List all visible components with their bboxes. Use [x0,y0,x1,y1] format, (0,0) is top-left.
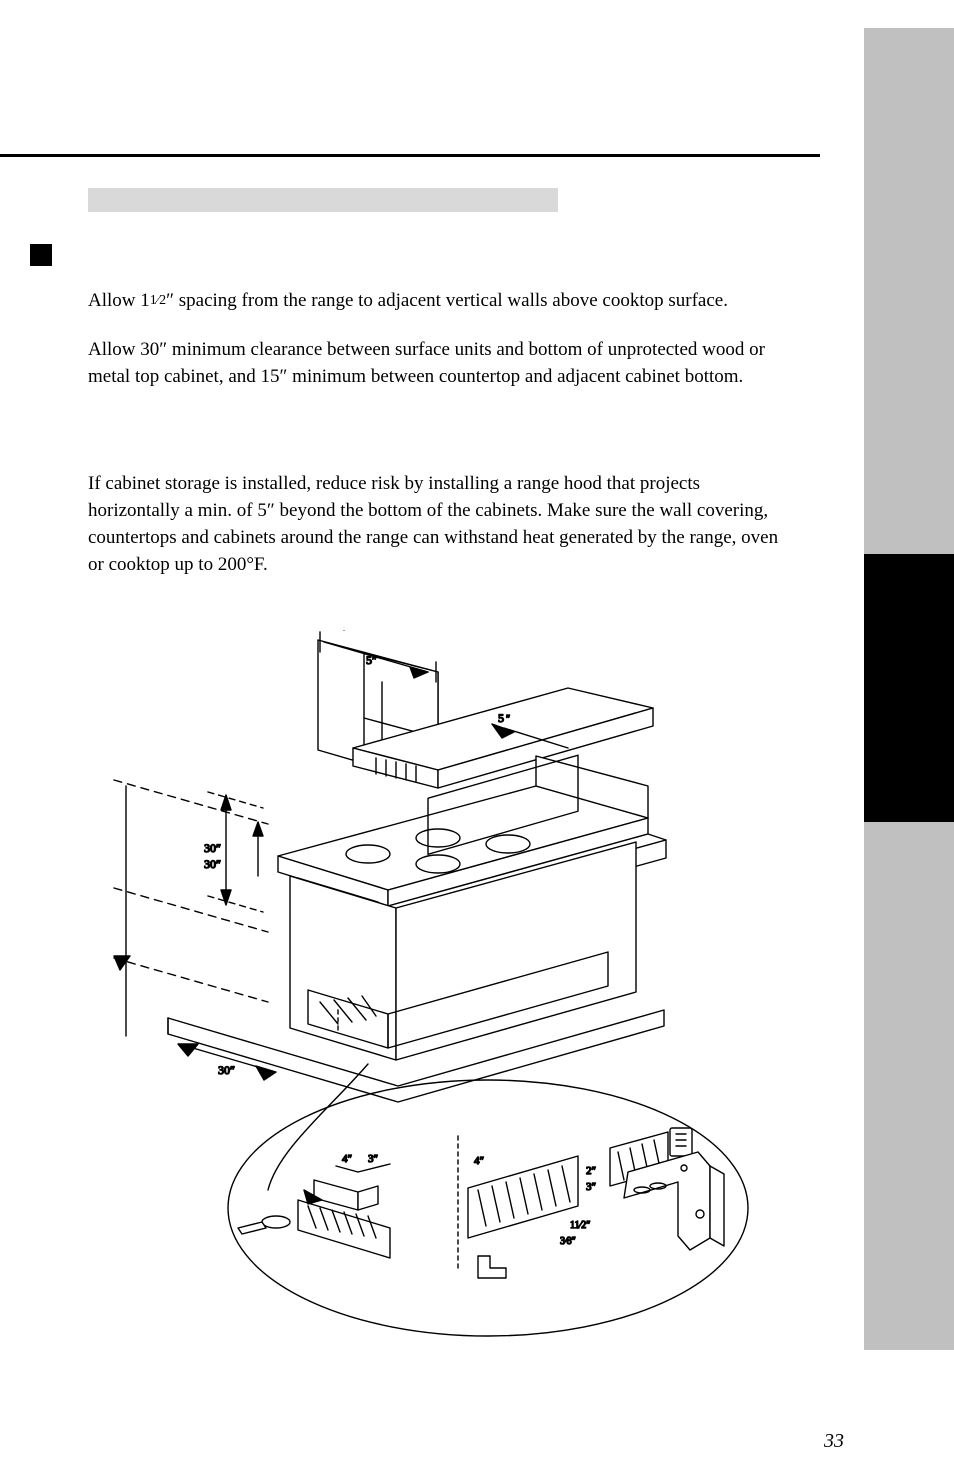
body-content: Allow 11⁄2″ spacing from the range to ad… [88,288,788,601]
page-number: 33 [824,1430,844,1453]
horizontal-rule [0,154,820,157]
sidebar-seg-4 [864,822,954,1090]
dim-30a: 30″ [204,841,221,855]
paragraph-1: Allow 11⁄2″ spacing from the range to ad… [88,288,788,315]
p1-text-b: ″ spacing from the range to adjacent ver… [166,290,728,311]
p1-text-a: Allow 1 [88,290,150,311]
dim-3b: 3″ [586,1181,596,1193]
dim-3eighth: 3⁄8″ [560,1236,576,1247]
svg-text:″: ″ [506,714,510,725]
dim-5in: 5″ [366,653,377,667]
dim-hood-note: 5 [498,711,504,725]
p1-fraction: 1⁄2 [150,293,166,308]
paragraph-3: If cabinet storage is installed, reduce … [88,471,788,579]
sidebar-seg-1 [864,28,954,286]
sidebar-seg-5 [864,1090,954,1350]
dim-3a: 3″ [368,1153,378,1165]
dim-1half: 11⁄2″ [570,1220,590,1231]
sidebar-seg-2 [864,286,954,554]
paragraph-2: Allow 30″ minimum clearance between surf… [88,337,788,391]
bullet-square [30,244,52,266]
dim-4b: 4″ [474,1155,484,1167]
dim-4a: 4″ [342,1153,352,1165]
section-heading-bar [88,188,558,212]
dim-30b: 30″ [204,857,221,871]
sidebar-seg-3 [864,554,954,822]
dim-2: 2″ [586,1165,596,1177]
dim-30w: 30″ [218,1063,235,1077]
installation-diagram: 5″ 5 ″ 30″ 30″ [108,630,768,1350]
